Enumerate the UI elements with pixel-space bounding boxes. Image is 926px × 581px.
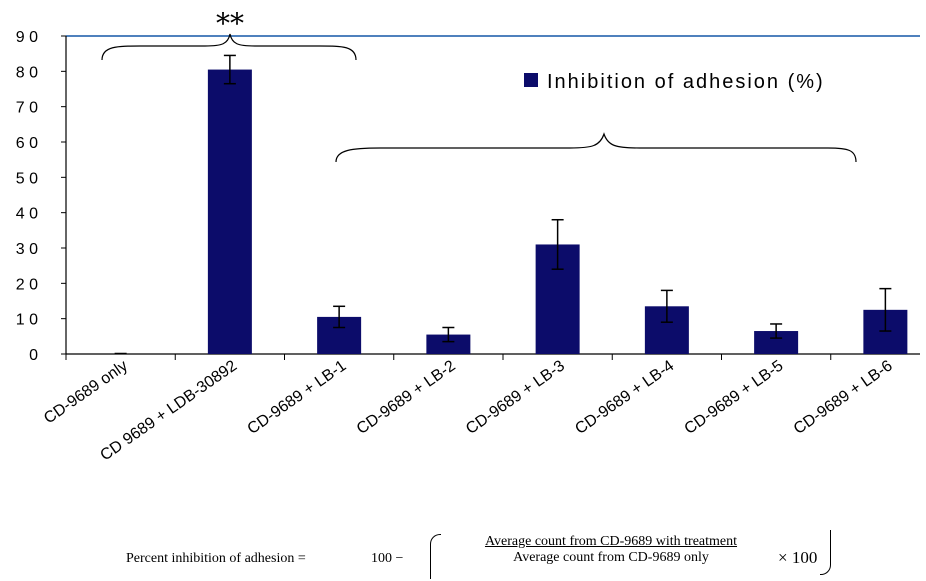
legend-swatch	[524, 73, 538, 87]
lb-group-brace	[335, 132, 857, 163]
y-tick-label: 7 0	[16, 100, 38, 117]
bar	[754, 331, 799, 354]
x-category-label: CD-9689 + LB-3	[463, 357, 568, 438]
y-tick-label: 0	[29, 347, 38, 364]
y-axis-ticks: 0 1 0 2 0 3 0 4 0 5 0 6 0 7 0 8 0 9 0	[16, 29, 832, 364]
formula-times: × 100	[778, 548, 818, 567]
y-tick-label: 8 0	[16, 64, 38, 81]
formula-right-bracket	[820, 530, 831, 575]
error-bar	[879, 287, 892, 332]
x-category-label: CD-9689 + LB-4	[572, 357, 677, 438]
formula-lhs: Percent inhibition of adhesion =	[126, 551, 306, 566]
legend-label: Inhibition of adhesion (%)	[547, 71, 825, 93]
y-tick-label: 3 0	[16, 241, 38, 258]
error-bar	[333, 305, 346, 329]
y-tick-label: 9 0	[16, 29, 38, 46]
bars-group	[114, 69, 908, 355]
formula-numerator: Average count from CD-9689 with treatmen…	[484, 534, 738, 549]
error-bar	[223, 54, 236, 85]
formula-fraction: Average count from CD-9689 with treatmen…	[446, 534, 776, 566]
y-tick-label: 2 0	[16, 276, 38, 293]
bar	[207, 69, 252, 355]
error-bar	[551, 218, 564, 270]
bar	[426, 334, 471, 354]
error-bar	[660, 289, 673, 323]
x-category-label: CD-9689 + LB-6	[791, 357, 896, 438]
x-category-label: CD-9689 + LB-2	[354, 357, 459, 438]
bar-chart: 0 1 0 2 0 3 0 4 0 5 0 6 0 7 0 8 0 9 0 CD-9689 onl…	[16, 7, 920, 464]
error-bar	[770, 323, 783, 339]
y-tick-label: 6 0	[16, 135, 38, 152]
error-bars-group	[223, 54, 892, 343]
formula-hundred: 100 −	[371, 551, 404, 566]
y-tick-label: 1 0	[16, 312, 38, 329]
x-category-label: CD-9689 only	[41, 357, 131, 427]
x-category-label: CD-9689 + LB-5	[682, 357, 787, 438]
y-tick-label: 5 0	[16, 170, 38, 187]
formula-denominator: Average count from CD-9689 only	[513, 550, 709, 565]
formula: Percent inhibition of adhesion = 100 − A…	[0, 520, 926, 581]
y-tick-label: 4 0	[16, 206, 38, 223]
error-bar	[442, 326, 455, 343]
significance-marker: **	[216, 7, 244, 40]
formula-left-bracket	[430, 534, 441, 579]
significance-brace-left	[101, 33, 357, 61]
x-category-label: CD-9689 + LB-1	[245, 357, 350, 438]
